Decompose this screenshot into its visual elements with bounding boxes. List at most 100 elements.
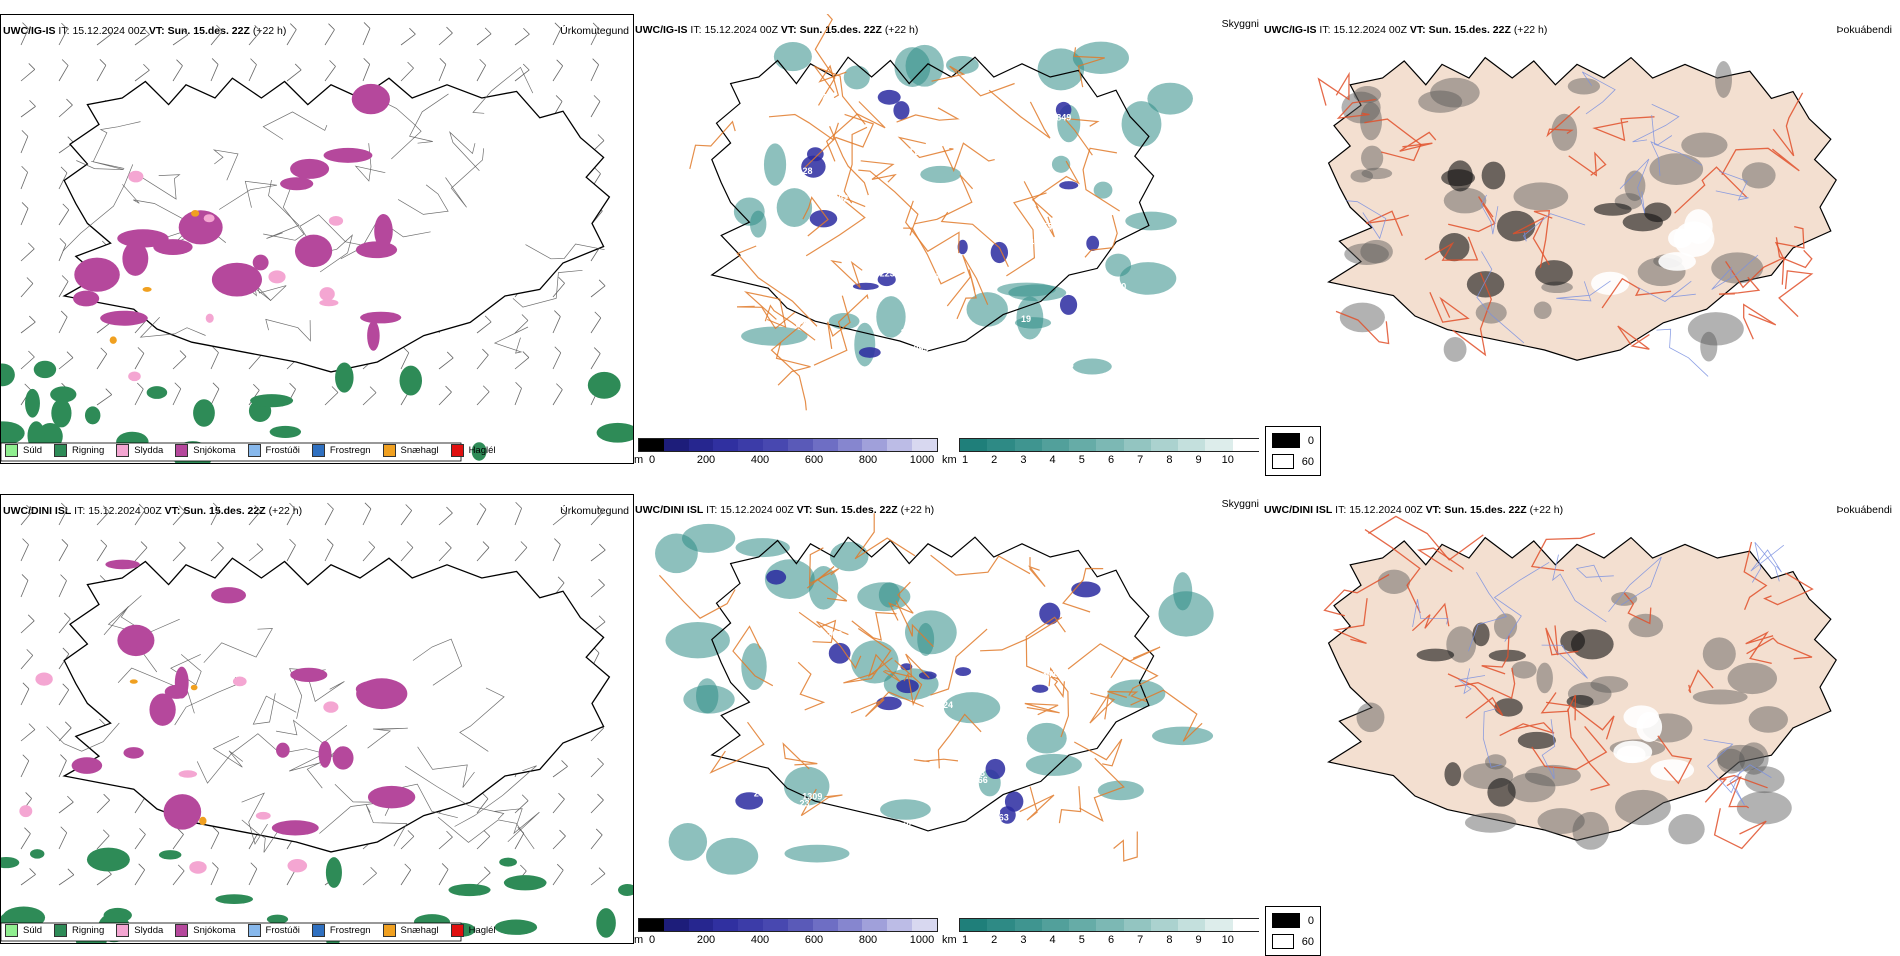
precip-type-panel: UWC/DINI ISL IT: 15.12.2024 00Z VT: Sun.… <box>0 494 634 944</box>
height-label: 82 <box>997 631 1007 641</box>
visibility-panel: UWC/IG-IS IT: 15.12.2024 00Z VT: Sun. 15… <box>633 14 1259 474</box>
visibility-unit: km <box>942 934 957 946</box>
colorbar-segment <box>688 439 714 451</box>
colorbar-segment <box>912 439 937 451</box>
legend-label: Snjókoma <box>193 445 236 456</box>
height-label: 849 <box>1056 113 1071 123</box>
height-label: 83 <box>975 768 985 778</box>
legend-label: Snjókoma <box>193 925 236 936</box>
legend-label: Rigning <box>72 445 105 456</box>
height-label: 46 <box>852 253 862 263</box>
height-label: 13 <box>1009 705 1019 715</box>
height-label: 57 <box>1097 615 1107 625</box>
height-label: 75 <box>817 714 827 724</box>
legend-item: Rigning <box>54 924 104 937</box>
height-label: 48 <box>901 821 911 831</box>
colorbar-segment <box>1205 439 1233 451</box>
height-label: 205 <box>1007 836 1022 846</box>
colorbar-segment <box>1014 439 1042 451</box>
precip-map <box>1 501 633 943</box>
legend-swatch <box>5 444 18 457</box>
vt-value: Sun. 15.des. 22Z <box>815 504 898 516</box>
visibility-panel: UWC/DINI ISL IT: 15.12.2024 00Z VT: Sun.… <box>633 494 1259 954</box>
legend-item: Frostúði <box>247 924 300 937</box>
legend-item: Snjókoma <box>175 444 236 457</box>
height-label: 288 <box>754 789 769 799</box>
legend-label: Súld <box>23 445 43 456</box>
legend-swatch <box>382 924 396 937</box>
colorbar-tick: 3 <box>1020 454 1027 466</box>
lead-time: (+22 h) <box>1513 24 1548 36</box>
colorbar-tick: 4 <box>1049 454 1056 466</box>
colorbar-segment <box>812 919 838 931</box>
colorbar-segment <box>887 439 913 451</box>
colorbar-segment <box>713 919 739 931</box>
legend-item: Slydda <box>116 924 163 937</box>
it-label: IT: <box>706 504 718 516</box>
height-label: 454 <box>1046 650 1061 660</box>
legend-swatch <box>116 924 130 937</box>
colorbar-segment <box>1096 439 1124 451</box>
model-name: UWC/DINI ISL <box>3 505 72 517</box>
colorbar-segment <box>1069 439 1097 451</box>
vt-label: VT: <box>148 25 165 37</box>
colorbar-tick: 400 <box>750 454 770 466</box>
height-label: 228 <box>903 125 918 135</box>
height-label: 28 <box>803 166 813 176</box>
height-label: 16 <box>873 732 883 742</box>
vt-value: Sun. 15.des. 22Z <box>1428 24 1511 36</box>
colorbar-segment <box>763 919 788 931</box>
legend-label: Haglél <box>468 445 496 456</box>
legend-swatch <box>311 444 325 457</box>
legend-item: Snæhagl <box>382 924 439 937</box>
height-label: 163 <box>994 813 1009 823</box>
height-label: 89 <box>896 790 906 800</box>
colorbar-tick: 200 <box>696 454 716 466</box>
colorbar-segment <box>1178 919 1206 931</box>
height-label: 78 <box>840 581 850 591</box>
panel-type-label: Þokuábendi <box>1836 504 1892 516</box>
panel-title: UWC/IG-IS IT: 15.12.2024 00Z VT: Sun. 15… <box>1264 24 1547 36</box>
colorbar-segment <box>1150 919 1179 931</box>
legend-swatch <box>175 924 189 937</box>
colorbar-segment <box>1123 919 1151 931</box>
colorbar-tick: 6 <box>1107 454 1115 466</box>
height-label: 147 <box>1024 238 1039 248</box>
colorbar-segment <box>1123 439 1151 451</box>
height-colorbar <box>638 438 938 452</box>
lead-time: (+22 h) <box>1529 504 1564 516</box>
legend-swatch <box>450 444 464 457</box>
height-label: 223 <box>880 269 895 279</box>
height-label: 49 <box>757 107 767 117</box>
vt-label: VT: <box>1409 24 1426 36</box>
vt-value: Sun. 15.des. 22Z <box>183 505 266 517</box>
colorbar-segment <box>688 919 714 931</box>
colorbar-tick: 2 <box>991 454 998 466</box>
height-label: 16 <box>993 574 1003 584</box>
colorbar-tick: 1 <box>961 454 969 466</box>
colorbar-segment <box>837 919 863 931</box>
legend-swatch <box>450 924 464 937</box>
it-value: 15.12.2024 00Z <box>720 504 794 516</box>
it-label: IT: <box>1319 24 1331 36</box>
fog-map <box>1323 515 1837 850</box>
colorbar-segment <box>1069 919 1097 931</box>
legend-item: Rigning <box>54 444 104 457</box>
colorbar-tick: 800 <box>858 934 878 946</box>
colorbar-segment <box>713 439 739 451</box>
height-label: 43 <box>1036 85 1046 95</box>
fog-key-high: 60 <box>1272 454 1314 469</box>
legend-label: Súld <box>23 925 43 936</box>
legend-swatch <box>175 444 189 457</box>
colorbar-tick: 9 <box>1195 454 1202 466</box>
fog-indicator-panel: UWC/IG-IS IT: 15.12.2024 00Z VT: Sun. 15… <box>1262 14 1900 474</box>
legend-label: Frostúði <box>265 445 300 456</box>
colorbar-tick: 1000 <box>909 934 935 946</box>
legend-label: Slydda <box>134 925 164 936</box>
colorbar-segment <box>837 439 863 451</box>
visibility-map: 288 83 48 16 268 205 13 341 78 82 97 23 69 66 24 1309 89… <box>655 513 1214 875</box>
height-label: 71 <box>908 147 918 157</box>
height-label: 78 <box>930 719 940 729</box>
precip-legend: Súld Rigning Slydda Snjókoma Frostúði Frostre… <box>5 924 508 937</box>
vt-label: VT: <box>796 504 813 516</box>
